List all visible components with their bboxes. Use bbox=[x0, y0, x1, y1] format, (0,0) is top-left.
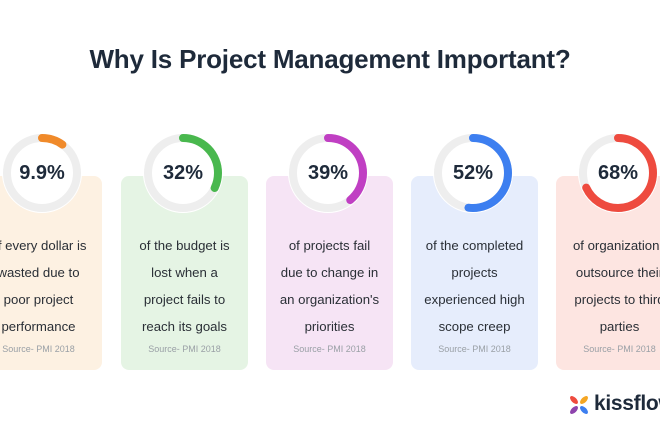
ring-background bbox=[143, 133, 223, 213]
stat-description-line: poor project bbox=[3, 292, 74, 307]
stat-card-3: of projects fail due to change in an organ… bbox=[266, 176, 393, 370]
ring-background bbox=[2, 133, 82, 213]
stat-source: Source- PMI 2018 bbox=[293, 344, 366, 354]
ring-background bbox=[288, 133, 368, 213]
stat-description-line: an organization's bbox=[279, 292, 380, 307]
stat-description-line: of organizations bbox=[572, 238, 660, 253]
stat-description-line: priorities bbox=[304, 319, 355, 334]
ring-background bbox=[433, 133, 513, 213]
stat-description-line: projects bbox=[451, 265, 498, 280]
stat-description: of the budget is lost when a project fails… bbox=[121, 232, 248, 340]
stat-description-line: of the completed bbox=[425, 238, 524, 253]
stat-ring-5: 68% bbox=[573, 128, 660, 218]
stat-description-line: due to change in bbox=[280, 265, 379, 280]
stat-value: 9.9% bbox=[19, 162, 65, 184]
stat-description-line: reach its goals bbox=[141, 319, 228, 334]
ring-progress-arc bbox=[289, 134, 367, 212]
stat-description-line: project fails to bbox=[143, 292, 226, 307]
stat-source: Source- PMI 2018 bbox=[148, 344, 221, 354]
kissflow-petals-icon bbox=[570, 396, 588, 414]
stat-description-line: of every dollar is bbox=[0, 238, 87, 253]
stat-card-5: of organizations outsource their projects … bbox=[556, 176, 660, 370]
stat-description: of the completed projects experienced high… bbox=[411, 232, 538, 340]
stat-description-line: outsource their bbox=[575, 265, 660, 280]
logo-wordmark: kissflow bbox=[594, 392, 660, 415]
stat-description-line: performance bbox=[1, 319, 76, 334]
stat-source: Source- PMI 2018 bbox=[2, 344, 75, 354]
stat-description-line: projects to third bbox=[574, 292, 660, 307]
stat-description-line: lost when a bbox=[151, 265, 218, 280]
stat-value: 39% bbox=[307, 162, 349, 184]
stat-value: 32% bbox=[162, 162, 204, 184]
stat-description-line: parties bbox=[599, 319, 640, 334]
stat-description-line: wasted due to bbox=[0, 265, 80, 280]
stat-description: of organizations outsource their projects … bbox=[556, 232, 660, 340]
stat-ring-2: 32% bbox=[138, 128, 228, 218]
stat-description-line: scope creep bbox=[438, 319, 511, 334]
stat-description: of projects fail due to change in an organ… bbox=[266, 232, 393, 340]
stat-description-line: of projects fail bbox=[288, 238, 371, 253]
stat-ring-3: 39% bbox=[283, 128, 373, 218]
stat-source: Source- PMI 2018 bbox=[438, 344, 511, 354]
stat-description-line: of the budget is bbox=[139, 238, 230, 253]
ring-progress-arc bbox=[3, 134, 81, 212]
ring-progress-arc bbox=[434, 134, 512, 212]
stat-description-line: experienced high bbox=[424, 292, 525, 307]
stat-ring-4: 52% bbox=[428, 128, 518, 218]
stat-description: of every dollar is wasted due to poor proj… bbox=[0, 232, 102, 340]
ring-background bbox=[578, 133, 658, 213]
stat-value: 52% bbox=[452, 162, 494, 184]
ring-progress-arc bbox=[579, 134, 657, 212]
stat-source: Source- PMI 2018 bbox=[583, 344, 656, 354]
stat-value: 68% bbox=[597, 162, 639, 184]
stat-ring-1: 9.9% bbox=[0, 128, 87, 218]
page-title: Why Is Project Management Important? bbox=[89, 44, 571, 74]
ring-progress-arc bbox=[144, 134, 222, 212]
